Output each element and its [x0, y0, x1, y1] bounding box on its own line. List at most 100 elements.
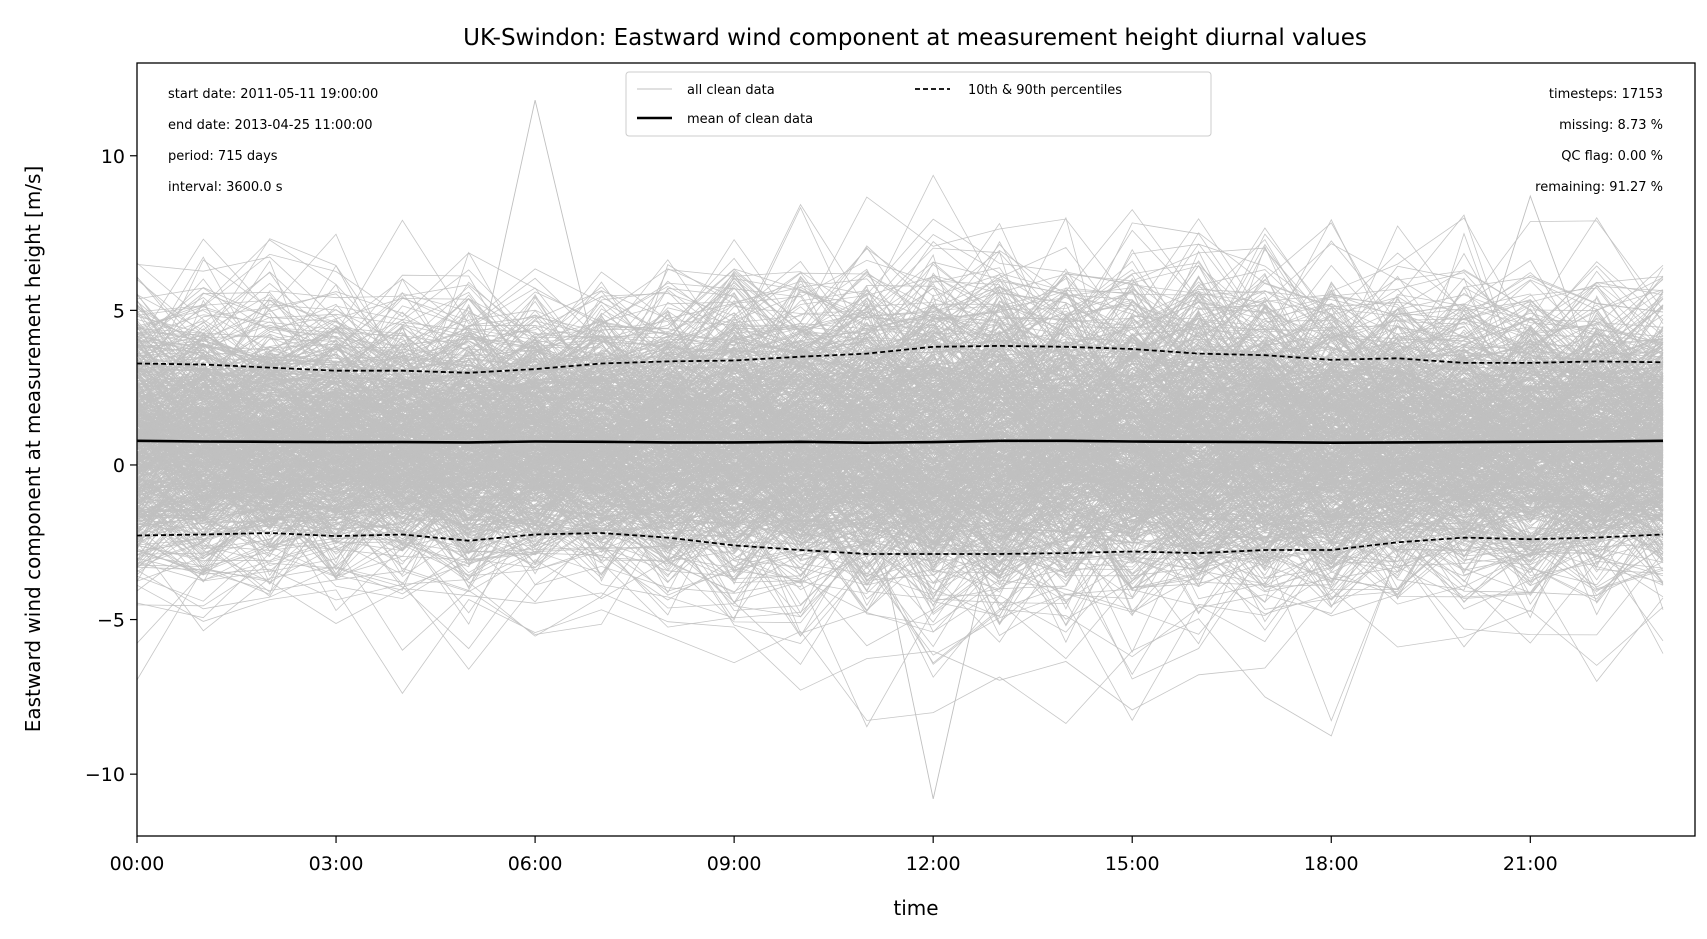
clean-data-line — [136, 423, 1664, 573]
clean-data-line — [136, 203, 1664, 377]
clean-data-line — [136, 377, 1664, 562]
y-tick-label: −10 — [85, 764, 125, 786]
clean-data-line — [136, 431, 1664, 585]
info-interval: interval: 3600.0 s — [168, 180, 283, 195]
info-start-date: start date: 2011-05-11 19:00:00 — [168, 87, 378, 102]
x-tick-label: 06:00 — [508, 853, 563, 875]
clean-data-line — [136, 245, 1664, 433]
x-axis: 00:00 03:00 06:00 09:00 12:00 15:00 18:00 21:00 — [110, 836, 1558, 875]
clean-data-line — [136, 439, 1664, 580]
info-qc-flag: QC flag: 0.00 % — [1561, 149, 1663, 164]
clean-data-line — [136, 287, 1664, 460]
y-tick-label: 0 — [113, 455, 125, 477]
clean-data-line — [136, 469, 1664, 637]
plot-frame — [136, 62, 1696, 837]
x-tick-label: 18:00 — [1304, 853, 1359, 875]
clean-data-line — [136, 552, 1664, 737]
clean-data-line — [136, 225, 1664, 397]
p10-line — [136, 532, 1664, 555]
x-tick-label: 00:00 — [110, 853, 165, 875]
clean-data-line — [136, 174, 1664, 400]
clean-data-line — [136, 301, 1664, 450]
info-timesteps: timesteps: 17153 — [1549, 87, 1663, 102]
clean-data-line — [136, 317, 1664, 496]
clean-data-line — [136, 378, 1664, 518]
clean-data-line — [136, 410, 1664, 519]
clean-data-line — [136, 358, 1664, 478]
clean-data-line — [136, 434, 1664, 553]
y-axis-label: Eastward wind component at measurement h… — [21, 166, 45, 733]
clean-data-line — [136, 275, 1664, 460]
clean-data-line — [136, 319, 1664, 414]
chart-title: UK-Swindon: Eastward wind component at m… — [463, 25, 1367, 51]
y-tick-label: 5 — [113, 300, 125, 322]
clean-data-line — [136, 426, 1664, 625]
clean-data-line — [136, 346, 1664, 550]
clean-data-line — [136, 296, 1664, 434]
clean-data-line — [136, 214, 1664, 446]
clean-data-line — [136, 331, 1664, 509]
clean-data-line — [136, 358, 1664, 502]
clean-data-line — [136, 431, 1664, 621]
legend-box — [625, 71, 1212, 137]
clean-data-line — [136, 361, 1664, 492]
clean-data-line — [136, 470, 1664, 676]
clean-data-outlier-line — [866, 479, 1000, 799]
clean-data-line — [136, 325, 1664, 499]
clean-data-line — [136, 453, 1664, 643]
clean-data-line — [136, 470, 1664, 647]
clean-data-line — [136, 334, 1664, 483]
mean-line — [136, 439, 1664, 445]
clean-data-line — [136, 430, 1664, 573]
clean-data-line — [136, 485, 1664, 582]
clean-data-line — [136, 302, 1664, 509]
clean-data-line — [136, 233, 1664, 429]
x-tick-label: 12:00 — [906, 853, 961, 875]
clean-data-line — [136, 402, 1664, 531]
clean-data-line — [136, 450, 1664, 613]
clean-data-line — [136, 353, 1664, 556]
clean-data-line — [136, 247, 1664, 420]
clean-data-line — [136, 540, 1664, 728]
clean-data-line — [136, 295, 1664, 516]
clean-data-line — [136, 343, 1664, 527]
clean-data-line — [136, 252, 1664, 434]
clean-data-line — [136, 446, 1664, 610]
clean-data-line — [136, 362, 1664, 552]
clean-data-line — [136, 359, 1664, 492]
info-period: period: 715 days — [168, 149, 278, 164]
clean-data-outlier-line — [468, 99, 602, 406]
x-tick-label: 09:00 — [707, 853, 762, 875]
all-clean-data-lines — [136, 99, 1664, 799]
y-tick-label: −5 — [97, 610, 125, 632]
clean-data-line — [136, 316, 1664, 505]
info-missing: missing: 8.73 % — [1559, 118, 1663, 133]
clean-data-line — [136, 222, 1664, 394]
clean-data-line — [136, 321, 1664, 488]
clean-data-line — [136, 462, 1664, 592]
clean-data-line — [136, 284, 1664, 437]
clean-data-line — [136, 429, 1664, 590]
clean-data-line — [136, 336, 1664, 503]
x-axis-label: time — [893, 896, 938, 920]
x-tick-label: 03:00 — [309, 853, 364, 875]
clean-data-line — [136, 314, 1664, 510]
y-axis: 10 5 0 −5 −10 — [85, 146, 137, 786]
clean-data-line — [136, 363, 1664, 520]
clean-data-line — [136, 359, 1664, 514]
clean-data-line — [136, 276, 1664, 464]
clean-data-line — [136, 354, 1664, 480]
clean-data-line — [136, 354, 1664, 472]
clean-data-line — [136, 334, 1664, 494]
clean-data-line — [136, 222, 1664, 405]
clean-data-line — [136, 355, 1664, 510]
clean-data-line — [136, 433, 1664, 567]
info-right: timesteps: 17153 missing: 8.73 % QC flag… — [1535, 87, 1663, 195]
statistics-lines — [136, 344, 1664, 555]
clean-data-line — [136, 382, 1664, 600]
clean-data-line — [136, 273, 1664, 445]
clean-data-line — [136, 450, 1664, 583]
clean-data-line — [136, 280, 1664, 402]
clean-data-line — [136, 401, 1664, 610]
